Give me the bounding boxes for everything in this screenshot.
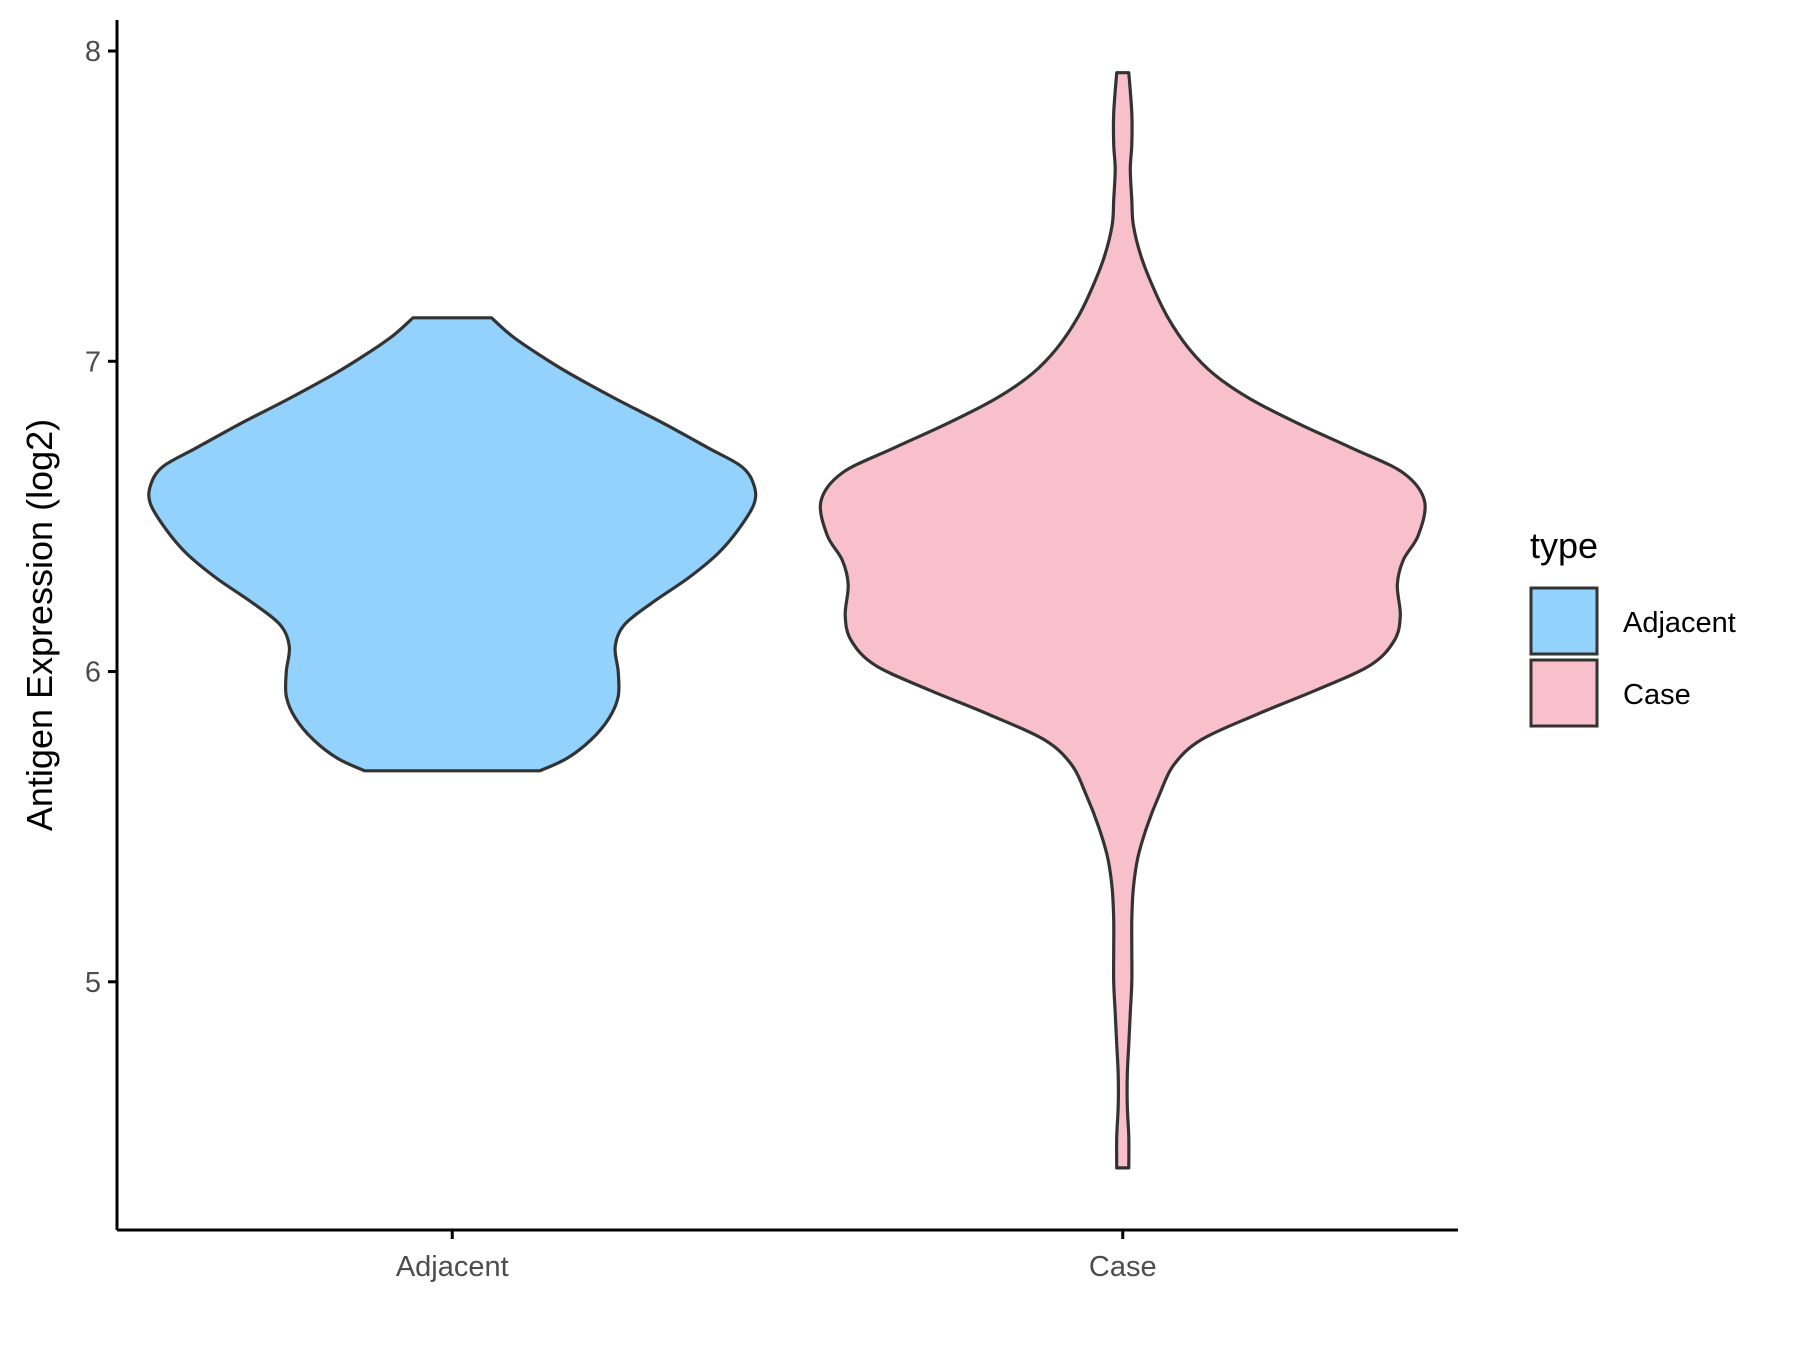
x-ticks: Adjacent Case [396,1230,1157,1283]
legend-label-adjacent: Adjacent [1623,607,1736,639]
y-tick-label: 6 [85,657,101,689]
legend-entries: Adjacent Case [1529,586,1736,728]
x-tick-label: Adjacent [396,1251,509,1283]
violin-case [818,71,1427,1170]
legend-label-case: Case [1623,679,1691,711]
legend-swatch-adjacent [1529,586,1599,656]
axes: 5 6 7 8 Adjacent Case [85,20,1458,1283]
legend-title: type [1530,525,1598,566]
y-ticks: 5 6 7 8 [85,36,117,999]
violin-adjacent [147,316,758,773]
y-tick-label: 5 [85,967,101,999]
y-axis-title: Antigen Expression (log2) [19,419,60,831]
x-tick-label: Case [1089,1251,1157,1283]
legend: type Adjacent Case [1529,525,1736,728]
legend-swatch-case [1529,658,1599,728]
violin-group [147,71,1427,1170]
y-tick-label: 8 [85,36,101,68]
y-tick-label: 7 [85,346,101,378]
